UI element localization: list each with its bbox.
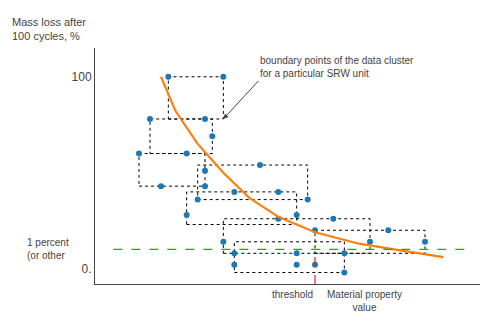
svg-text:1 percent(or other: 1 percent(or other — [27, 237, 69, 261]
svg-text:Mass loss after100 cycles, %: Mass loss after100 cycles, % — [12, 16, 86, 42]
svg-text:boundary points of the data cl: boundary points of the data clusterfor a… — [260, 55, 414, 79]
svg-text:100: 100 — [72, 70, 92, 84]
svg-text:0.: 0. — [82, 262, 92, 276]
svg-text:Material propertyvalue: Material propertyvalue — [327, 289, 402, 313]
svg-text:threshold: threshold — [272, 289, 313, 300]
